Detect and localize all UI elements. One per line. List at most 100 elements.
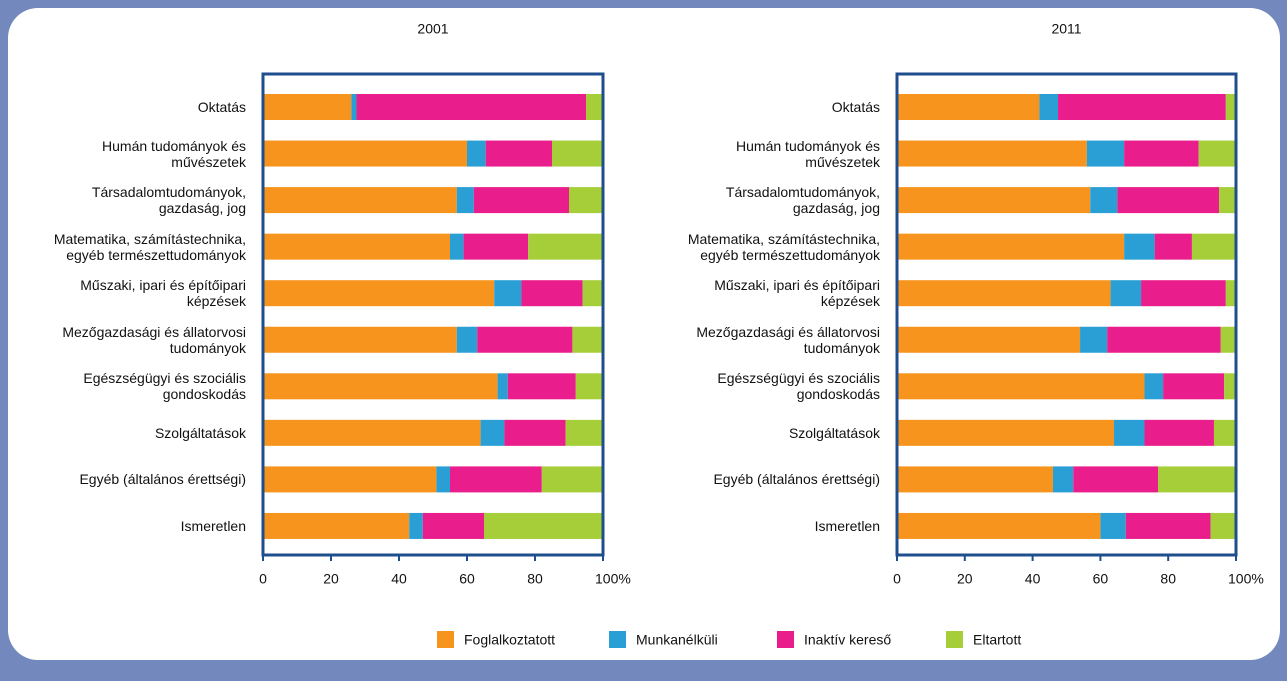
bar-segment: [1100, 512, 1126, 539]
category-label: Egészségügyi és szociális gondoskodás: [83, 370, 246, 403]
x-tick-label: 100%: [1228, 571, 1264, 587]
bar-segment: [263, 326, 457, 353]
bar-segment: [494, 280, 522, 307]
bar-segment: [1154, 233, 1192, 260]
bar-segment: [456, 187, 474, 214]
bar-segment: [897, 187, 1091, 214]
x-tick-label: 0: [893, 571, 901, 587]
category-label: Műszaki, ipari és építőipari képzések: [80, 277, 246, 310]
bar-segment: [897, 326, 1081, 353]
bar-segment: [1117, 187, 1220, 214]
category-label: Társadalomtudományok, gazdaság, jog: [725, 184, 880, 217]
x-tick-label: 20: [957, 571, 973, 587]
legend-label: Munkanélküli: [636, 632, 718, 648]
bar-segment: [263, 419, 481, 446]
bar-segment: [263, 140, 467, 167]
category-label: Oktatás: [197, 99, 246, 115]
x-tick-label: 100%: [595, 571, 631, 587]
bar-segment: [263, 94, 352, 120]
bar-segment: [897, 280, 1111, 307]
bar-segment: [450, 466, 542, 493]
bar-segment: [436, 466, 450, 493]
x-tick-label: 20: [323, 571, 339, 587]
bar-segment: [1144, 373, 1164, 400]
bar-segment: [1220, 326, 1236, 353]
bar-segment: [473, 187, 569, 214]
bar-segment: [477, 326, 573, 353]
bar-segment: [463, 233, 529, 260]
category-label: Egészségügyi és szociális gondoskodás: [717, 370, 880, 403]
x-tick-label: 80: [1160, 571, 1176, 587]
bar-segment: [263, 187, 457, 214]
category-label: Humán tudományok és művészetek: [102, 137, 246, 170]
chart-title: 2011: [1051, 21, 1081, 37]
category-label: Társadalomtudományok, gazdaság, jog: [91, 184, 246, 217]
bar-segment: [897, 94, 1040, 120]
bar-segment: [541, 466, 603, 493]
bar-segment: [897, 373, 1145, 400]
category-label: Egyéb (általános érettségi): [79, 471, 246, 488]
x-tick-label: 60: [1093, 571, 1109, 587]
bar-segment: [1058, 94, 1226, 120]
bar-segment: [422, 512, 484, 539]
bar-segment: [1124, 140, 1199, 167]
bar-segment: [1113, 419, 1145, 446]
bar-segment: [356, 94, 586, 120]
bar-segment: [897, 233, 1125, 260]
bar-segment: [450, 233, 464, 260]
legend-label: Eltartott: [973, 632, 1021, 648]
bar-segment: [521, 280, 583, 307]
bar-segment: [1163, 373, 1225, 400]
category-label: Műszaki, ipari és építőipari képzések: [714, 277, 880, 310]
bar-segment: [1052, 466, 1074, 493]
legend-swatch: [609, 631, 626, 648]
bar-segment: [504, 419, 566, 446]
bar-segment: [565, 419, 603, 446]
bar-segment: [1124, 233, 1155, 260]
bar-segment: [1225, 280, 1236, 307]
category-label: Matematika, számítástechnika, egyéb term…: [687, 230, 880, 263]
category-label: Matematika, számítástechnika, egyéb term…: [53, 230, 246, 263]
bar-segment: [484, 512, 603, 539]
bar-segment: [569, 187, 603, 214]
bar-segment: [552, 140, 603, 167]
bar-segment: [409, 512, 423, 539]
bar-segment: [1125, 512, 1211, 539]
legend-swatch: [777, 631, 794, 648]
bar-segment: [1039, 94, 1059, 120]
bar-segment: [897, 466, 1053, 493]
bar-segment: [1224, 373, 1236, 400]
bar-segment: [263, 466, 437, 493]
bar-segment: [582, 280, 603, 307]
x-tick-label: 0: [259, 571, 267, 587]
bar-segment: [1110, 280, 1142, 307]
bar-segment: [1158, 466, 1236, 493]
bar-segment: [575, 373, 603, 400]
category-label: Ismeretlen: [180, 517, 246, 534]
chart-title: 2001: [417, 21, 448, 37]
category-label: Szolgáltatások: [154, 424, 246, 441]
bar-segment: [485, 140, 552, 167]
bar-segment: [497, 373, 508, 400]
x-tick-label: 40: [1025, 571, 1041, 587]
category-label: Ismeretlen: [814, 517, 880, 534]
legend-swatch: [946, 631, 963, 648]
category-label: Mezőgazdasági és állatorvosi tudományok: [696, 323, 880, 356]
x-tick-label: 40: [391, 571, 407, 587]
legend-label: Inaktív kereső: [804, 632, 891, 648]
category-label: Humán tudományok és művészetek: [736, 137, 880, 170]
category-label: Szolgáltatások: [788, 424, 880, 441]
legend-swatch: [437, 631, 454, 648]
plot-frame: [895, 72, 1238, 557]
bar-segment: [572, 326, 603, 353]
legend-label: Foglalkoztatott: [464, 632, 555, 648]
bar-segment: [1219, 187, 1236, 214]
bar-segment: [1086, 140, 1125, 167]
bar-segment: [1090, 187, 1118, 214]
bar-segment: [467, 140, 486, 167]
bar-segment: [897, 512, 1101, 539]
bar-segment: [1191, 233, 1236, 260]
x-tick-label: 80: [527, 571, 543, 587]
